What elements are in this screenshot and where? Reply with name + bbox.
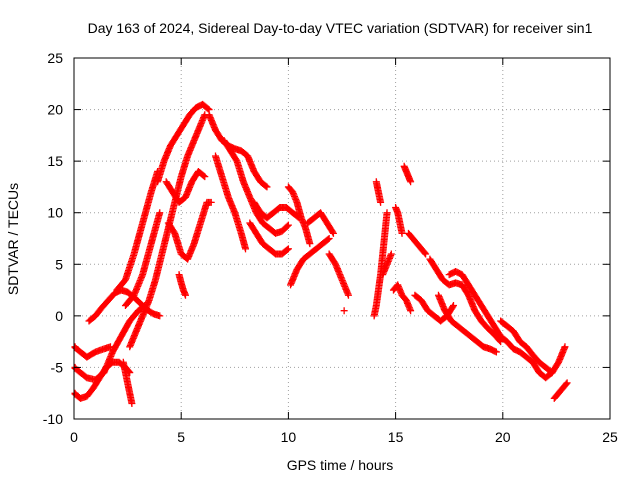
data-marks: [71, 100, 571, 408]
y-tick-label: 0: [55, 308, 63, 324]
data-point: [242, 245, 250, 253]
x-tick-label: 15: [388, 429, 404, 445]
series-track-16: [246, 219, 292, 258]
data-point: [263, 183, 271, 191]
series-track-22: [340, 307, 348, 315]
data-point: [377, 198, 385, 206]
series-track-34: [497, 317, 556, 377]
series-track-13: [205, 111, 271, 191]
series-track-7: [121, 209, 164, 310]
y-tick-label: -5: [51, 359, 64, 375]
series-track-15: [220, 137, 292, 237]
data-point: [262, 182, 270, 190]
series-track-6: [113, 167, 162, 294]
data-point: [181, 291, 189, 299]
data-point: [325, 235, 333, 242]
data-point: [449, 303, 457, 311]
x-tick-label: 25: [602, 429, 618, 445]
data-point: [200, 172, 208, 180]
data-point: [387, 250, 395, 258]
y-axis-label: SDTVAR / TECUs: [5, 183, 21, 295]
data-point: [449, 302, 457, 310]
series-track-10: [162, 167, 209, 206]
x-tick-label: 5: [177, 429, 185, 445]
data-point: [329, 229, 337, 237]
data-point: [284, 221, 292, 229]
series-track-11: [164, 198, 215, 263]
series-track-35: [550, 379, 571, 402]
chart-title: Day 163 of 2024, Sidereal Day-to-day VTE…: [88, 20, 593, 36]
data-point: [204, 105, 212, 113]
data-point: [329, 228, 337, 236]
data-point: [492, 348, 500, 356]
y-tick-label: -10: [43, 411, 63, 427]
series-track-21: [325, 250, 352, 299]
series-track-2: [71, 302, 149, 384]
series-track-28: [400, 162, 415, 186]
data-point: [407, 307, 415, 315]
data-point: [407, 178, 415, 186]
data-point: [201, 173, 209, 181]
data-point: [562, 380, 570, 388]
x-axis-label: GPS time / hours: [287, 457, 394, 473]
data-point: [324, 235, 332, 243]
data-point: [398, 229, 406, 237]
series-track-20: [304, 209, 337, 237]
x-tick-label: 0: [70, 429, 78, 445]
series-track-25: [379, 250, 395, 279]
data-point: [422, 250, 430, 258]
data-point: [561, 343, 569, 351]
data-point: [306, 240, 314, 248]
data-point: [207, 198, 215, 206]
series-track-32: [434, 291, 500, 356]
data-point: [421, 249, 429, 257]
series-track-8: [126, 111, 209, 351]
series-track-19: [287, 235, 333, 289]
y-tick-label: 10: [47, 205, 63, 221]
series-track-4: [119, 358, 136, 408]
series-track-18: [284, 183, 314, 248]
data-point: [563, 379, 571, 387]
series-track-27: [392, 204, 406, 237]
data-point: [106, 343, 114, 351]
data-point: [284, 245, 292, 253]
series-track-26: [389, 281, 415, 315]
y-tick-label: 5: [55, 256, 63, 272]
data-point: [344, 291, 352, 299]
y-tick-label: 20: [47, 102, 63, 118]
x-tick-label: 10: [281, 429, 297, 445]
y-tick-label: 25: [47, 50, 63, 66]
axis-ticks: 0 5 10 15 20 25 -10 -5 0 5 10 15 20 25: [43, 50, 618, 445]
series-track-33: [445, 268, 569, 382]
data-point: [128, 400, 136, 408]
data-point: [283, 222, 291, 230]
data-point: [547, 368, 555, 376]
data-point: [340, 307, 348, 315]
data-point: [283, 246, 291, 254]
grid-lines: [74, 58, 610, 419]
series-track-31: [426, 255, 505, 346]
series-track-29: [404, 229, 430, 258]
series-track-24: [372, 178, 385, 206]
x-tick-label: 20: [495, 429, 511, 445]
y-tick-label: 15: [47, 153, 63, 169]
data-point: [156, 312, 164, 320]
series-track-3: [71, 343, 114, 361]
data-point: [156, 209, 164, 217]
series-track-12: [175, 271, 189, 299]
series-track-14: [212, 152, 250, 253]
data-point: [548, 369, 556, 377]
data-point: [383, 209, 391, 217]
plot-frame: [73, 57, 611, 420]
series-track-9: [154, 100, 213, 186]
